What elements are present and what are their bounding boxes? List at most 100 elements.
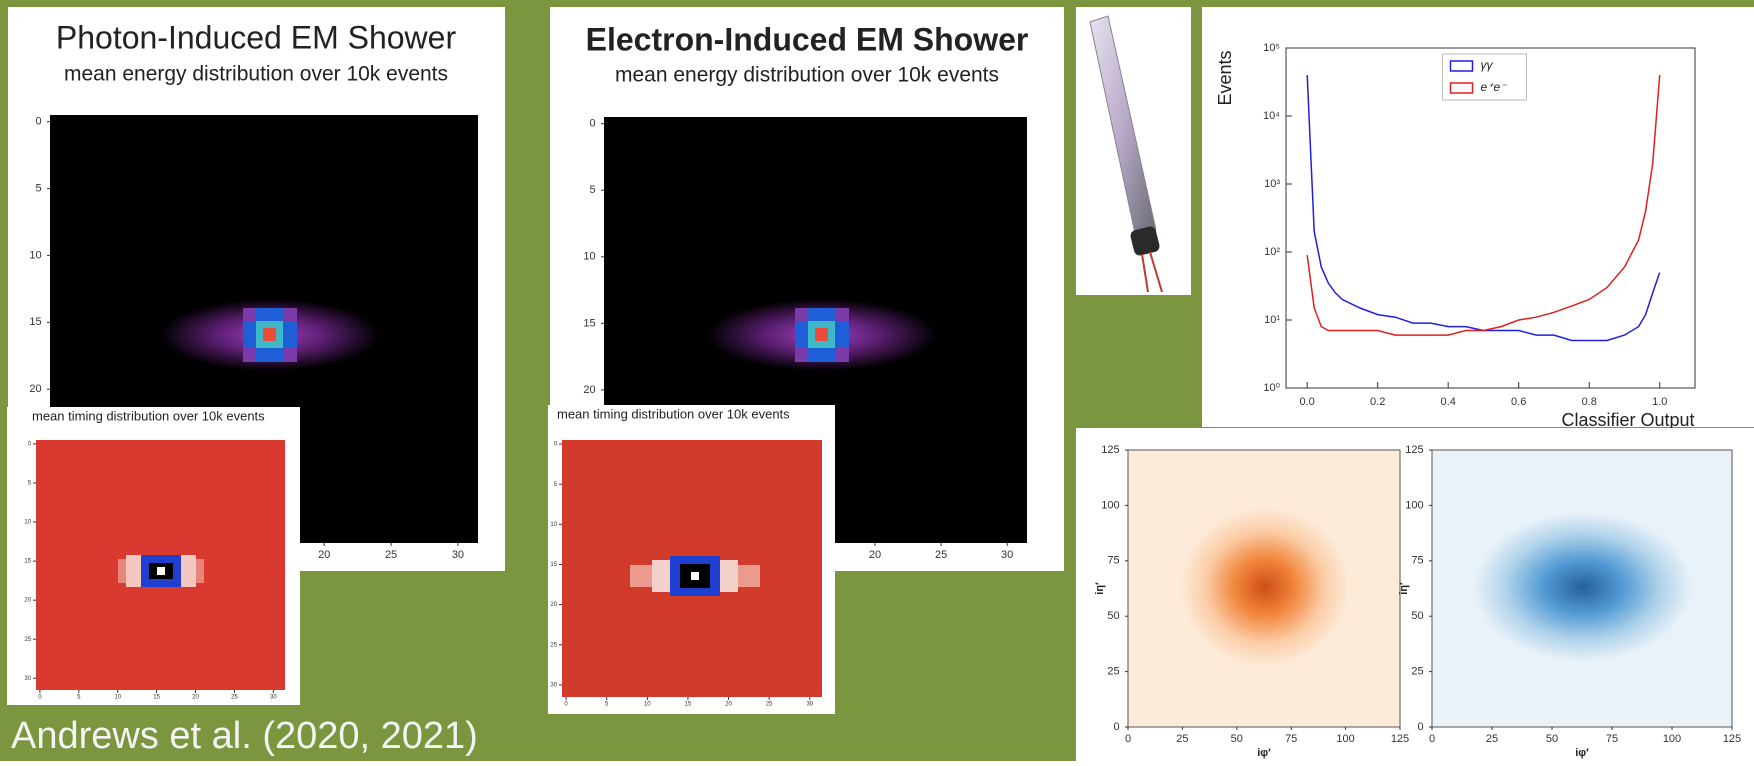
y-tick-label: 125 (1405, 444, 1423, 456)
x-tick-label: 25 (766, 702, 773, 708)
y-tick-label: 15 (583, 317, 595, 329)
y-tick-label: 10 (550, 522, 557, 528)
shower-core (263, 328, 276, 341)
series-line (1306, 75, 1661, 342)
x-tick-label: 0.0 (1300, 396, 1315, 408)
x-tick-label: 0 (1429, 733, 1435, 745)
x-tick-label: 100 (1336, 733, 1354, 745)
citation: Andrews et al. (2020, 2021) (11, 715, 478, 757)
x-tick-label: 25 (935, 549, 947, 561)
panel-title: Photon-Induced EM Shower (56, 19, 457, 55)
x-tick-label: 10 (114, 695, 121, 701)
x-tick-label: 75 (1285, 733, 1297, 745)
y-tick-label: 20 (583, 384, 595, 396)
y-tick-label: 10 (583, 251, 595, 263)
plot-area (1285, 47, 1696, 389)
series-line (1306, 75, 1661, 336)
y-tick-label: 30 (550, 683, 557, 689)
y-tick-label: 5 (554, 482, 558, 488)
x-tick-label: 30 (452, 549, 464, 561)
x-tick-label: 30 (1001, 549, 1013, 561)
x-tick-label: 20 (192, 695, 199, 701)
x-tick-label: 20 (318, 549, 330, 561)
x-tick-label: 30 (270, 695, 277, 701)
x-tick-label: 25 (385, 549, 397, 561)
cable (1141, 251, 1163, 293)
y-tick-label: 15 (29, 316, 41, 328)
y-tick-label: 10³ (1264, 178, 1280, 190)
y-tick-label: 10¹ (1264, 314, 1280, 326)
y-tick-label: 20 (550, 602, 557, 608)
shower-core (815, 328, 828, 341)
timing-core (630, 556, 760, 596)
panel-title: Electron-Induced EM Shower (586, 21, 1029, 57)
y-axis-label: iη′ (1094, 582, 1106, 595)
y-axis-label: iη′ (1398, 582, 1410, 595)
y-tick-label: 0 (1113, 721, 1119, 733)
y-tick-label: 20 (29, 383, 41, 395)
legend-label: γγ (1481, 58, 1494, 72)
inset-title: mean timing distribution over 10k events (557, 406, 790, 421)
y-tick-label: 50 (1411, 610, 1423, 622)
crystal (1089, 15, 1157, 239)
y-tick-label: 10 (24, 520, 31, 526)
timing-core (118, 555, 204, 587)
x-tick-label: 20 (725, 702, 732, 708)
x-tick-label: 125 (1723, 733, 1741, 745)
y-tick-label: 5 (589, 184, 595, 196)
y-tick-label: 25 (1107, 666, 1119, 678)
y-tick-label: 20 (24, 598, 31, 604)
y-tick-label: 15 (550, 562, 557, 568)
y-tick-label: 125 (1101, 444, 1119, 456)
x-tick-label: 0.2 (1370, 396, 1385, 408)
occupancy-blob (1180, 507, 1350, 667)
x-tick-label: 5 (605, 702, 609, 708)
x-tick-label: 25 (1486, 733, 1498, 745)
x-tick-label: 100 (1663, 733, 1681, 745)
y-tick-label: 0 (28, 441, 32, 447)
y-tick-label: 15 (24, 559, 31, 565)
histogram: 0.0 0.2 0.4 0.6 0.8 1.0 10⁰ 10¹ 10² 10³ 10⁴ 10⁵ Even… (1215, 42, 1696, 430)
y-tick-label: 25 (550, 642, 557, 648)
x-tick-label: 0 (38, 695, 42, 701)
y-tick-label: 50 (1107, 610, 1119, 622)
x-tick-label: 0 (1125, 733, 1131, 745)
x-tick-label: 75 (1606, 733, 1618, 745)
occupancy-blob (1473, 512, 1693, 662)
legend-swatch (1449, 60, 1474, 72)
x-tick-label: 1.0 (1652, 396, 1667, 408)
y-tick-label: 10⁴ (1263, 110, 1280, 122)
y-axis-label: Events (1215, 50, 1235, 105)
y-tick-label: 0 (1417, 721, 1423, 733)
y-tick-label: 10 (29, 249, 41, 261)
x-axis-label: Classifier Output (1561, 410, 1694, 430)
inset-title: mean timing distribution over 10k events (32, 408, 265, 423)
x-axis-label: iφ′ (1257, 747, 1271, 759)
x-tick-label: 30 (806, 702, 813, 708)
x-axis-label: iφ′ (1575, 747, 1589, 759)
y-tick-label: 0 (589, 118, 595, 130)
panel-subtitle: mean energy distribution over 10k events (615, 64, 999, 87)
x-tick-label: 125 (1391, 733, 1409, 745)
x-tick-label: 25 (231, 695, 238, 701)
y-tick-label: 10⁰ (1263, 382, 1280, 394)
y-tick-label: 25 (1411, 666, 1423, 678)
y-tick-label: 30 (24, 676, 31, 682)
x-tick-label: 0 (564, 702, 568, 708)
legend-label: e⁺e⁻ (1481, 80, 1509, 94)
y-tick-label: 0 (554, 442, 558, 448)
x-tick-label: 0.4 (1441, 396, 1456, 408)
y-tick-label: 75 (1411, 555, 1423, 567)
y-tick-label: 10² (1264, 246, 1280, 258)
x-tick-label: 20 (869, 549, 881, 561)
y-tick-label: 0 (35, 116, 41, 128)
y-tick-label: 75 (1107, 555, 1119, 567)
panel-subtitle: mean energy distribution over 10k events (64, 63, 448, 86)
y-tick-label: 10⁵ (1263, 42, 1280, 54)
x-tick-label: 0.8 (1582, 396, 1597, 408)
y-tick-label: 25 (24, 637, 31, 643)
x-tick-label: 0.6 (1511, 396, 1526, 408)
x-tick-label: 5 (77, 695, 81, 701)
